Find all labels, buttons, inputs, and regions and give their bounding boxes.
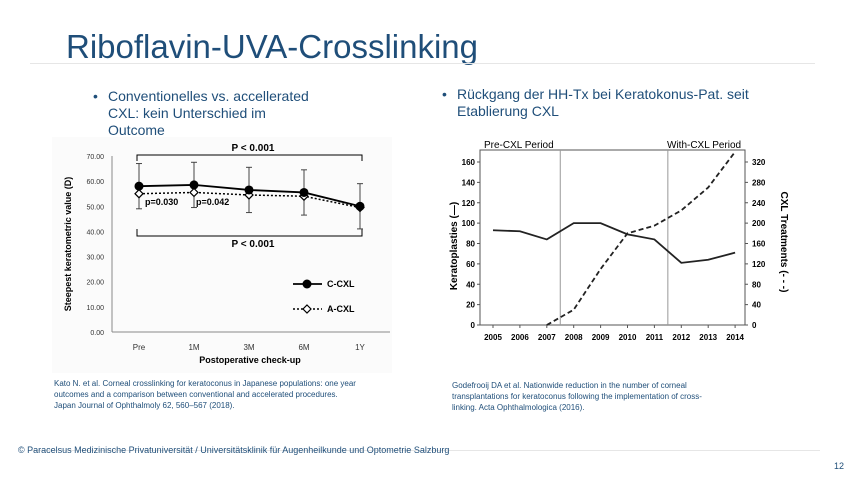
c1-y-tick-label: 50.00 [86,204,104,211]
bullet-left: • Conventionelles vs. accellerated CXL: … [93,88,358,139]
c2-x-tick-label: 2006 [511,333,529,342]
footer-copyright: © Paracelsus Medizinische Privatuniversi… [18,445,450,455]
c1-bracket-top [136,154,363,161]
c1-y-tick-label: 30.00 [86,255,104,262]
c2-x-tick-label: 2012 [672,333,690,342]
c1-point-acxl [189,187,199,198]
c1-point-acxl [134,188,144,199]
c1-y-tick-label: 70.00 [86,154,104,161]
c1-x-tick-label: Pre [133,343,146,352]
c2-y-axis-label-right: CXL Treatments (- - -) [778,192,789,293]
c2-x-tick-label: 2008 [565,333,583,342]
c2-plot-frame [479,149,746,326]
c1-point-acxl [244,190,254,200]
bullet-left-line-3: Outcome [108,122,165,138]
c1-x-tick-label: 6M [298,343,309,352]
bullet-left-line-2: CXL: kein Unterschied im [108,105,266,121]
c2-y-right-tick-label: 40 [752,301,761,310]
title-divider [30,63,815,64]
slide-title: Riboflavin-UVA-Crosslinking [66,28,479,65]
c1-legend-marker-acxl [302,304,312,314]
page-number: 12 [833,461,844,471]
c1-legend-label-ccxl: C-CXL [327,279,355,289]
c2-y-right-tick-label: 0 [752,321,757,330]
c1-annotation-bottom: P < 0.001 [232,239,275,250]
citation-left-line-2: outcomes and a comparison between conven… [54,390,338,399]
c1-x-tick-label: 3M [243,343,254,352]
c1-y-axis-label: Steepest keratometric value (D) [63,177,73,312]
c2-y-tick-label: 100 [462,219,476,228]
citation-left-line-3: Japan Journal of Ophthalmoly 62, 560–567… [54,401,235,410]
c2-y-right-tick-label: 280 [752,178,766,187]
c2-y-axis-label-left: Keratoplasties (—) [449,202,460,290]
c1-annotation-p1: p=0.030 [145,197,178,207]
c2-x-tick-label: 2005 [484,333,502,342]
c2-y-tick-label: 80 [466,240,475,249]
c2-y-right-tick-label: 80 [752,280,761,289]
c1-series-acxl-line [138,191,361,209]
c2-y-tick-label: 120 [462,199,476,208]
c1-legend-label-acxl: A-CXL [327,304,355,314]
c1-point-ccxl [189,180,199,190]
c1-point-ccxl [134,181,144,191]
c1-y-tick-label: 10.00 [86,305,104,312]
citation-right-line-2: transplantations for keratoconus followi… [452,392,702,401]
c2-period-pre-label: Pre-CXL Period [484,140,554,151]
bullet-left-line-1: Conventionelles vs. accellerated [108,88,309,104]
c2-y-right-tick-label: 120 [752,260,766,269]
c1-annotation-top: P < 0.001 [232,143,275,154]
citation-left-line-1: Kato N. et al. Corneal crosslinking for … [54,379,356,388]
c2-x-tick-label: 2014 [726,333,744,342]
c1-y-tick-label: 20.00 [86,280,104,287]
bullet-dot: • [93,88,98,104]
citation-right-line-3: linking. Acta Ophthalmologica (2016). [452,403,585,412]
bullet-right: • Rückgang der HH-Tx bei Keratokonus-Pat… [442,86,787,120]
bullet-right-line-2: Etablierung CXL [457,103,559,119]
keratometry-line-chart: 0.00 10.00 20.00 30.00 40.00 50.00 60.00 70.00 P… [52,137,392,373]
keratoplasty-cxl-chart: 0 20 40 60 80 100 120 140 160 0 40 80 120 160 200 240 28… [449,140,789,342]
c2-x-tick-label: 2009 [592,333,610,342]
c1-annotation-p2: p=0.042 [196,197,229,207]
c2-x-tick-label: 2007 [538,333,556,342]
c1-x-tick-label: 1M [188,343,199,352]
c1-point-ccxl [355,201,365,211]
c2-y-tick-label: 20 [466,301,475,310]
c2-x-tick-label: 2013 [699,333,717,342]
c2-y-tick-label: 0 [471,321,476,330]
c1-x-tick-label: 1Y [355,343,365,352]
c1-y-tick-label: 40.00 [86,229,104,236]
citation-right-line-1: Godefrooij DA et al. Nationwide reductio… [452,381,687,390]
c1-x-axis-label: Postoperative check-up [199,355,301,365]
citation-left: Kato N. et al. Corneal crosslinking for … [54,378,409,411]
c2-y-tick-label: 160 [462,158,476,167]
c1-y-tick-label: 60.00 [86,179,104,186]
c2-y-right-tick-label: 240 [752,199,766,208]
c2-x-tick-label: 2010 [619,333,637,342]
citation-right: Godefrooij DA et al. Nationwide reductio… [452,380,792,413]
c2-x-tick-label: 2011 [646,333,664,342]
c1-plot-background [52,137,392,373]
c2-period-with-label: With-CXL Period [667,140,741,151]
c1-legend-marker-ccxl [302,279,312,289]
bullet-right-line-1: Rückgang der HH-Tx bei Keratokonus-Pat. … [457,86,749,102]
c2-y-right-tick-label: 160 [752,240,766,249]
c1-point-ccxl [299,187,309,197]
c2-y-tick-label: 60 [466,260,475,269]
c1-bracket-bottom [136,229,363,237]
c1-point-ccxl [244,185,254,195]
c2-y-tick-label: 40 [466,280,475,289]
bullet-dot: • [442,86,447,102]
c2-series-keratoplasties-line [492,222,736,264]
c1-y-tick-label: 0.00 [90,330,104,337]
c2-series-cxl-line [546,151,736,326]
c2-y-right-tick-label: 200 [752,219,766,228]
c2-y-tick-label: 140 [462,178,476,187]
c2-y-right-tick-label: 320 [752,158,766,167]
